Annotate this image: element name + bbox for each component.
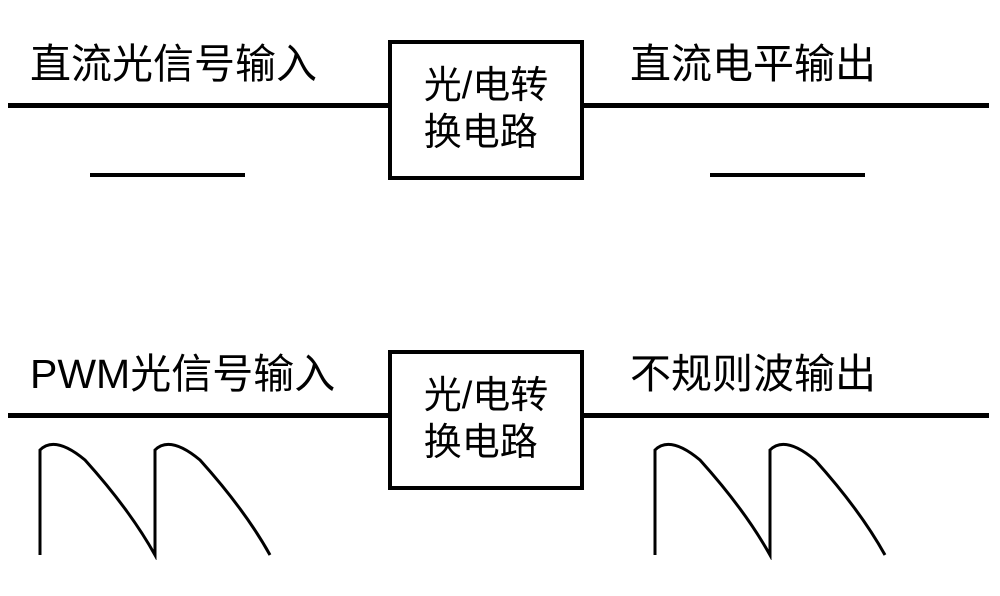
irregular-output-waveform xyxy=(645,430,895,560)
wave-path xyxy=(40,444,270,555)
converter-box-text: 光/电转 换电路 xyxy=(408,365,565,476)
input-label: 直流光信号输入 xyxy=(30,30,317,90)
output-connector-line xyxy=(584,103,989,108)
box-line-2: 换电路 xyxy=(424,112,538,154)
input-connector-line xyxy=(8,103,388,108)
dc-input-signal-mark xyxy=(90,173,245,177)
input-label: PWM光信号输入 xyxy=(30,340,335,400)
output-label: 不规则波输出 xyxy=(630,340,876,400)
input-connector-line xyxy=(8,413,388,418)
wave-path xyxy=(655,444,885,555)
pwm-input-waveform xyxy=(30,430,280,560)
output-label: 直流电平输出 xyxy=(630,30,876,90)
dc-output-signal-mark xyxy=(710,173,865,177)
converter-box: 光/电转 换电路 xyxy=(388,40,584,180)
converter-box: 光/电转 换电路 xyxy=(388,350,584,490)
output-connector-line xyxy=(584,413,989,418)
box-line-1: 光/电转 xyxy=(424,65,549,107)
box-line-2: 换电路 xyxy=(424,422,538,464)
converter-box-text: 光/电转 换电路 xyxy=(408,55,565,166)
box-line-1: 光/电转 xyxy=(424,375,549,417)
